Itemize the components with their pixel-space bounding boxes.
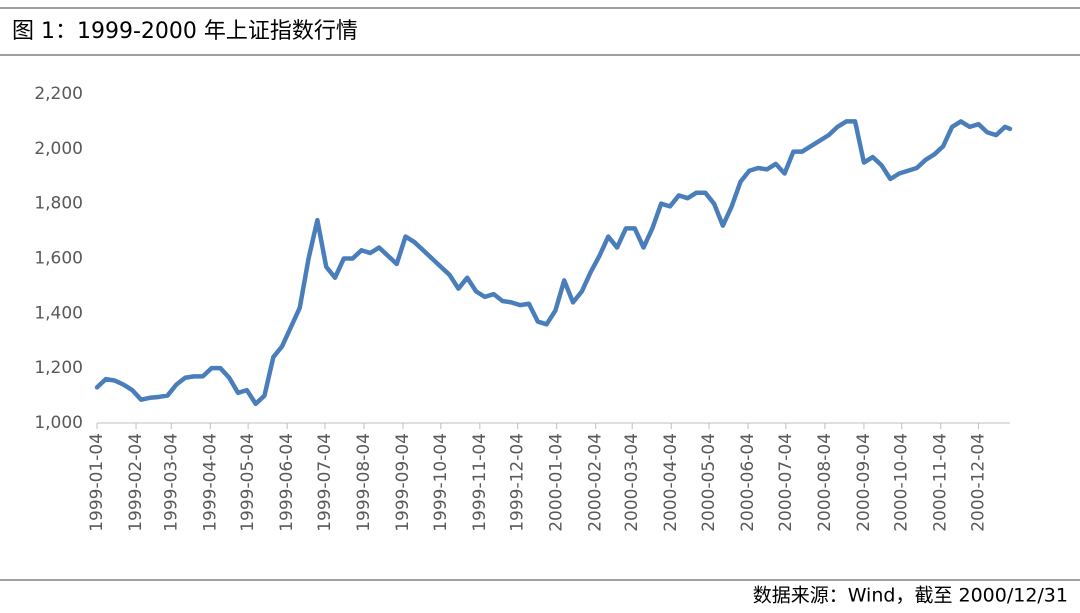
source-note: 数据来源：Wind，截至 2000/12/31 — [753, 585, 1068, 607]
x-tick-label: 1999-07-04 — [315, 433, 335, 532]
x-tick-label: 2000-04-04 — [661, 433, 681, 532]
x-tick-label: 2000-09-04 — [854, 433, 874, 532]
x-tick-label: 1999-08-04 — [354, 433, 374, 532]
x-tick-label: 2000-06-04 — [738, 433, 758, 532]
x-tick-label: 1999-01-04 — [87, 433, 107, 532]
y-tick-label: 1,200 — [34, 358, 83, 378]
x-tick-label: 1999-09-04 — [393, 433, 413, 532]
line-series — [94, 119, 1013, 407]
x-tick-label: 2000-05-04 — [699, 433, 719, 532]
x-tick-label: 1999-12-04 — [508, 433, 528, 532]
chart-title: 图 1：1999-2000 年上证指数行情 — [12, 19, 358, 44]
x-tick-label: 1999-06-04 — [277, 433, 297, 532]
x-tick-label: 1999-11-04 — [470, 433, 490, 532]
y-tick-label: 1,400 — [34, 303, 83, 323]
x-tick-label: 2000-08-04 — [815, 433, 835, 532]
y-tick-label: 1,000 — [34, 413, 83, 433]
y-tick-label: 1,800 — [34, 194, 83, 214]
x-tick-label: 2000-11-04 — [931, 433, 951, 532]
x-tick-label: 2000-07-04 — [776, 433, 796, 532]
x-tick-label: 1999-02-04 — [126, 433, 146, 532]
x-tick-label: 1999-05-04 — [238, 433, 258, 532]
x-tick-label: 2000-03-04 — [622, 433, 642, 532]
y-tick-label: 1,600 — [34, 249, 83, 269]
x-tick-label: 2000-10-04 — [892, 433, 912, 532]
x-tick-label: 2000-02-04 — [586, 433, 606, 532]
x-tick-label: 1999-03-04 — [161, 433, 181, 532]
x-tick-label: 1999-10-04 — [431, 433, 451, 532]
x-tick-label: 2000-01-04 — [547, 433, 567, 532]
y-tick-label: 2,000 — [34, 139, 83, 159]
y-tick-label: 2,200 — [34, 84, 83, 104]
x-tick-label: 2000-12-04 — [969, 433, 989, 532]
x-tick-label: 1999-04-04 — [200, 433, 220, 532]
